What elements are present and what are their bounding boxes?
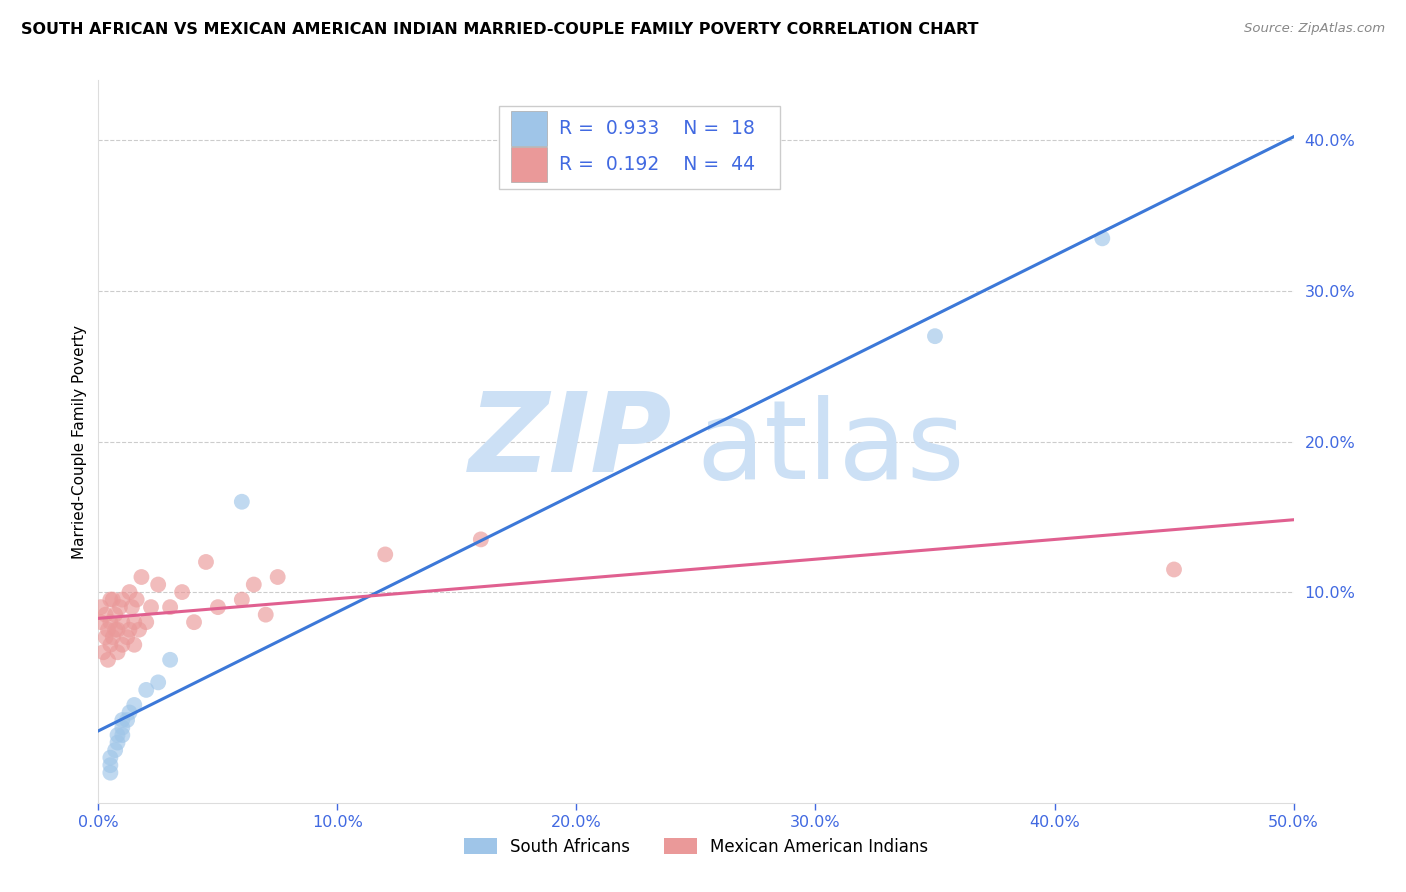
Point (172, 585, 194, 599)
Point (97, 623, 120, 637)
Point (125, 592, 148, 607)
Point (131, 570, 153, 584)
Text: atlas: atlas (696, 395, 965, 502)
Point (98, 758, 122, 772)
Text: R =  0.192    N =  44: R = 0.192 N = 44 (558, 155, 755, 174)
Point (90, 615, 112, 630)
Point (98, 765, 122, 780)
Point (135, 682, 157, 697)
Point (98, 592, 122, 607)
Point (104, 607, 127, 622)
Point (111, 713, 134, 727)
FancyBboxPatch shape (499, 105, 780, 189)
Point (111, 721, 134, 735)
Point (111, 615, 134, 630)
Point (107, 735, 129, 749)
Point (267, 570, 290, 584)
Text: R =  0.933    N =  18: R = 0.933 N = 18 (558, 120, 755, 138)
Point (159, 600, 181, 615)
Point (107, 623, 129, 637)
Point (121, 600, 143, 615)
Point (135, 615, 157, 630)
Point (104, 743, 127, 757)
Point (195, 555, 218, 569)
Point (1091, 231, 1114, 245)
Point (374, 548, 396, 562)
Point (243, 577, 266, 591)
Point (111, 728, 134, 742)
Point (101, 630, 124, 644)
Point (231, 592, 253, 607)
Point (97, 653, 120, 667)
Point (98, 750, 122, 764)
Point (104, 623, 127, 637)
Point (148, 675, 170, 690)
Point (115, 713, 138, 727)
Point (148, 577, 170, 591)
Point (108, 600, 131, 615)
Point (124, 615, 146, 630)
Point (111, 592, 134, 607)
Point (128, 623, 150, 637)
Point (94, 630, 117, 644)
Point (183, 615, 205, 630)
Point (115, 630, 138, 644)
FancyBboxPatch shape (510, 147, 547, 182)
Point (98, 615, 122, 630)
Point (159, 653, 181, 667)
Point (107, 728, 129, 742)
Point (924, 329, 946, 343)
Point (124, 638, 146, 652)
Text: ZIP: ZIP (468, 388, 672, 495)
Point (124, 698, 146, 712)
Point (111, 638, 134, 652)
Point (470, 533, 492, 547)
Legend: South Africans, Mexican American Indians: South Africans, Mexican American Indians (464, 838, 928, 856)
Point (118, 623, 141, 637)
Point (207, 600, 229, 615)
Point (94, 607, 117, 622)
Text: SOUTH AFRICAN VS MEXICAN AMERICAN INDIAN MARRIED-COUPLE FAMILY POVERTY CORRELATI: SOUTH AFRICAN VS MEXICAN AMERICAN INDIAN… (21, 22, 979, 37)
Point (107, 645, 129, 659)
Point (139, 600, 162, 615)
Y-axis label: Married-Couple Family Poverty: Married-Couple Family Poverty (72, 325, 87, 558)
Point (118, 706, 141, 720)
Point (90, 600, 112, 615)
Point (254, 607, 277, 622)
Point (101, 592, 124, 607)
Point (118, 585, 141, 599)
Point (91, 645, 114, 659)
FancyBboxPatch shape (510, 112, 547, 146)
Point (1163, 562, 1185, 576)
Text: Source: ZipAtlas.com: Source: ZipAtlas.com (1244, 22, 1385, 36)
Point (98, 638, 122, 652)
Point (231, 494, 253, 508)
